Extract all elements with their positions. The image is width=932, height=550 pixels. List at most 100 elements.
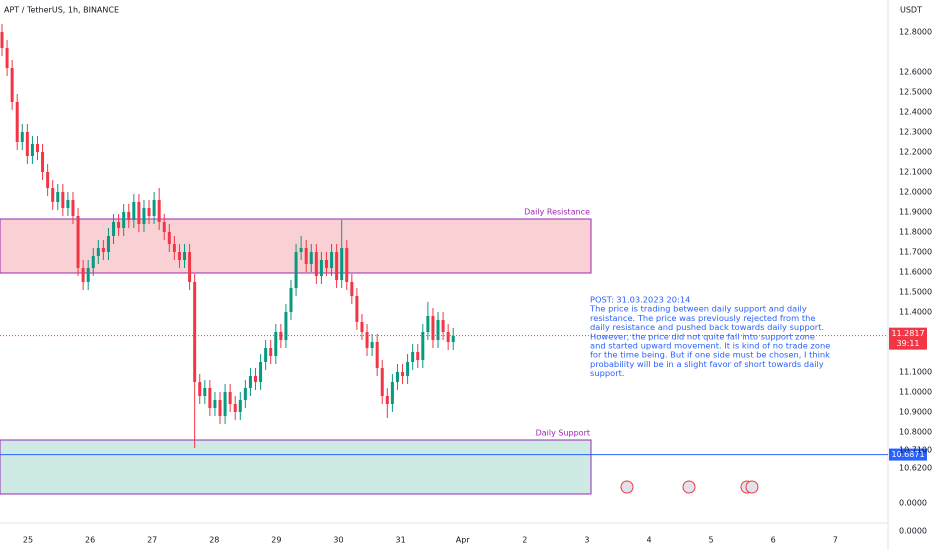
x-tick-label: 31	[396, 536, 406, 545]
candle-body	[390, 382, 394, 404]
currency-label: USDT	[900, 6, 922, 15]
x-tick-label: 30	[333, 536, 343, 545]
candle-body	[416, 352, 420, 360]
candle-body	[61, 192, 65, 208]
y-tick-label: 12.5000	[899, 88, 932, 97]
y-tick-label: 10.6200	[899, 464, 932, 473]
candle-body	[15, 102, 19, 142]
candle-body	[127, 212, 131, 220]
candle-body	[10, 68, 14, 102]
y-tick-label: 11.6000	[899, 268, 932, 277]
candle-body	[188, 252, 192, 282]
x-tick-label: 29	[271, 536, 281, 545]
candle-body	[304, 248, 308, 264]
candle-body	[254, 376, 257, 382]
candle-body	[208, 388, 212, 408]
candle-body	[309, 252, 313, 264]
candle-body	[375, 342, 379, 368]
candle-body	[193, 282, 197, 382]
candle-body	[137, 202, 141, 224]
volume-axis-label: 0.0000	[899, 527, 927, 536]
candle-body	[76, 216, 80, 268]
candle-body	[81, 268, 85, 282]
x-tick-label: 7	[833, 536, 838, 545]
candle-body	[238, 400, 242, 412]
candle-body	[183, 252, 187, 260]
candle-body	[335, 252, 339, 280]
candle-body	[46, 172, 50, 188]
x-tick-label: 6	[771, 536, 776, 545]
candle-body	[411, 352, 415, 362]
candle-body	[157, 200, 161, 222]
candle-body	[451, 335, 455, 342]
candle-body	[446, 332, 450, 342]
candle-body	[345, 248, 349, 282]
post-text-line: support.	[590, 368, 625, 378]
level-price-label: 10.6871	[891, 450, 924, 459]
candle-body	[96, 248, 100, 256]
y-tick-label: 11.8000	[899, 228, 932, 237]
y-tick-label: 10.8000	[899, 428, 932, 437]
chart-title: APT / TetherUS, 1h, BINANCE	[4, 6, 119, 15]
post-text-line: The price is trading between daily suppo…	[589, 304, 807, 314]
candle-body	[35, 144, 39, 152]
candle-body	[274, 332, 278, 356]
y-tick-label: 12.8000	[899, 28, 932, 37]
candle-body	[167, 232, 171, 244]
x-tick-label: 27	[147, 536, 157, 545]
volume-axis-label: 0.0000	[899, 499, 927, 508]
candle-body	[112, 222, 116, 236]
post-text-line: However, the price did not quite fall in…	[590, 331, 815, 341]
candle-body	[203, 388, 207, 396]
candle-body	[314, 252, 318, 276]
candle-body	[56, 192, 60, 202]
candle-body	[401, 372, 405, 376]
y-tick-label: 11.7000	[899, 248, 932, 257]
candle-body	[147, 208, 151, 216]
y-tick-label: 12.1000	[899, 168, 932, 177]
y-tick-label: 12.2000	[899, 148, 932, 157]
candle-body	[259, 362, 263, 382]
candle-body	[30, 144, 34, 156]
post-text-line: and started upward movement. It is kind …	[590, 341, 830, 351]
candle-body	[0, 32, 4, 48]
event-icon	[682, 480, 696, 494]
candle-body	[380, 368, 384, 396]
zone-label: Daily Resistance	[524, 208, 590, 217]
y-tick-label: 12.4000	[899, 108, 932, 117]
candle-body	[269, 348, 273, 356]
candle-body	[299, 248, 303, 252]
y-tick-label: 11.1000	[899, 368, 932, 377]
candle-body	[385, 396, 389, 404]
candle-body	[395, 372, 399, 382]
y-tick-label: 11.4000	[899, 308, 932, 317]
y-tick-label: 11.0000	[899, 388, 932, 397]
candle-body	[162, 222, 166, 232]
candle-body	[41, 152, 45, 172]
candle-body	[132, 202, 136, 220]
candle-body	[198, 382, 202, 396]
candle-body	[431, 316, 435, 340]
candle-body	[360, 322, 364, 332]
candle-body	[355, 296, 359, 322]
candle-body	[177, 252, 181, 260]
x-tick-label: 28	[209, 536, 219, 545]
candle-body	[223, 392, 227, 416]
candle-body	[406, 362, 410, 376]
candle-body	[340, 248, 344, 280]
candle-body	[106, 236, 110, 252]
candle-body	[117, 222, 121, 228]
x-tick-label: 2	[522, 536, 527, 545]
candle-body	[51, 188, 55, 202]
y-tick-label: 12.6000	[899, 68, 932, 77]
candle-body	[86, 268, 90, 282]
post-text-line: resistance. The price was previously rej…	[590, 313, 815, 323]
candle-body	[421, 332, 425, 360]
candle-body	[142, 208, 146, 224]
candle-body	[436, 320, 440, 340]
x-tick-label: 4	[646, 536, 651, 545]
candle-body	[101, 248, 105, 252]
y-tick-label: 12.3000	[899, 128, 932, 137]
countdown-label: 39:11	[896, 339, 919, 348]
candle-body	[441, 320, 445, 332]
